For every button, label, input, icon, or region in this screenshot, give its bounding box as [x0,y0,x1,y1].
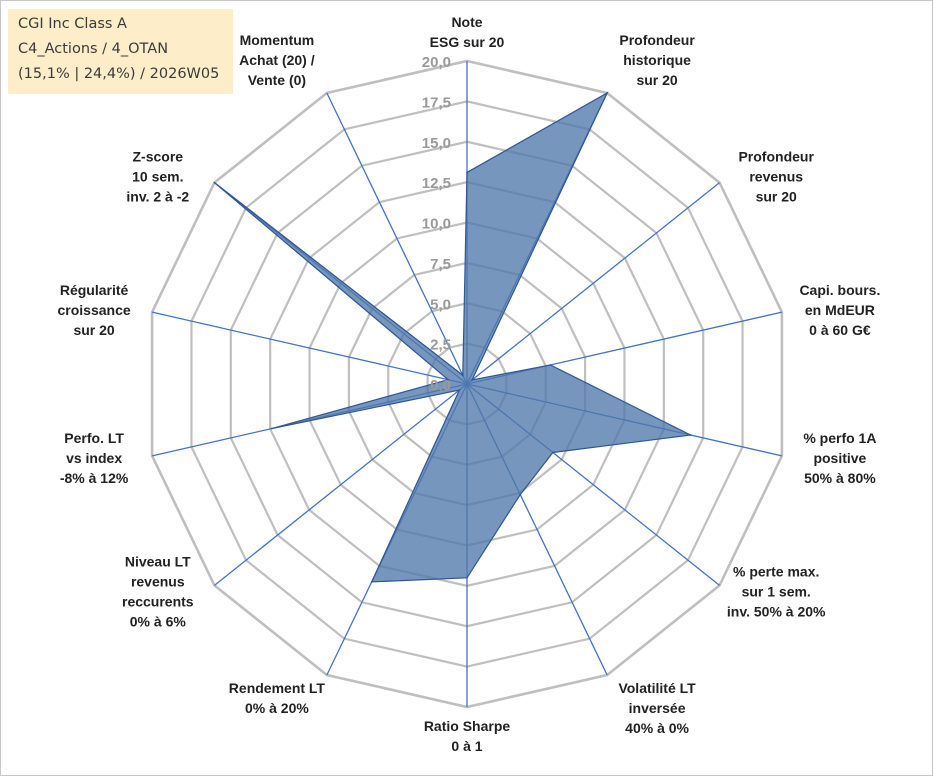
category-label-line: Capi. bours. [799,282,880,298]
category-label-line: % perte max. [733,564,819,580]
category-label: Note ESG sur 20 [430,14,505,50]
data-point [213,181,216,184]
axis-spoke [214,383,468,586]
category-label: Ratio Sharpe 0 à 1 [424,718,511,754]
data-point [466,577,468,579]
data-point [466,171,468,174]
tick-label: 12,5 [422,175,451,192]
category-label: Capi. bours. en MdEUR 0 à 60 G€ [799,282,880,338]
category-label-line: inversée [629,700,686,716]
category-label-line: 10 sem. [132,168,183,184]
category-label-line: Volatilité LT [618,680,696,696]
category-label-line: inv. 50% à 20% [727,604,826,620]
category-label-line: en MdEUR [805,302,875,318]
data-point [552,451,554,454]
tick-label: 0,0 [430,377,451,394]
data-point [447,378,449,381]
category-label: Perfo. LT vs index -8% à 12% [60,430,129,486]
category-label-line: vs index [66,450,122,466]
category-label-line: croissance [58,302,131,318]
category-label: % perte max. sur 1 sem. inv. 50% à 20% [727,564,826,620]
axis-spoke [151,311,468,385]
category-label: Momentum Achat (20) / Vente (0) [239,32,315,88]
chart-subtitle-stats: (15,1% | 24,4%) / 2026W05 [18,66,220,82]
category-label-line: Ratio Sharpe [424,718,511,734]
category-label-line: Profondeur [619,32,695,48]
tick-label: 17,5 [422,94,451,111]
category-label-line: 0 à 1 [451,738,482,754]
data-point [462,374,464,377]
category-label-line: sur 20 [756,188,797,204]
category-label-line: historique [623,52,691,68]
chart-title-box: CGI Inc Class A C4_Actions / 4_OTAN (15,… [8,9,233,94]
category-label-line: Régularité [60,282,129,298]
category-label-line: 0 à 60 G€ [809,322,871,338]
category-label-line: 0% à 20% [245,700,309,716]
category-label: % perfo 1A positive 50% à 80% [803,430,876,486]
category-label-line: % perfo 1A [803,430,876,446]
category-label-line: ESG sur 20 [430,34,505,50]
category-label-line: Rendement LT [229,680,326,696]
tick-label: 2,5 [430,337,451,354]
category-label-line: 40% à 0% [625,720,689,736]
category-label-line: revenus [131,574,185,590]
category-label-line: positive [813,450,866,466]
series-layer [213,91,693,583]
data-point [370,581,373,583]
category-label: Volatilité LT inversée 40% à 0% [618,680,696,736]
chart-subtitle-category: C4_Actions / 4_OTAN [18,41,169,57]
category-label: Régularité croissance sur 20 [58,282,131,338]
data-point [689,434,692,436]
tick-label: 7,5 [430,256,451,273]
category-label: Z-score 10 sem. inv. 2 à -2 [126,148,189,204]
data-point [519,493,522,496]
category-label-line: Vente (0) [248,72,306,88]
category-label: Niveau LT revenus reccurents 0% à 6% [122,554,194,630]
tick-label: 20,0 [422,54,451,71]
category-label-line: reccurents [122,594,194,610]
category-label-line: 0% à 6% [130,614,187,630]
category-label-line: Niveau LT [125,554,191,570]
category-label-line: Note [451,14,482,30]
category-label-line: Z-score [133,148,184,164]
category-label-line: Achat (20) / [239,52,315,68]
category-label-line: inv. 2 à -2 [126,188,189,204]
chart-title: CGI Inc Class A [18,16,127,32]
data-point [606,92,608,94]
data-point [471,379,473,381]
category-label-line: -8% à 12% [60,470,129,486]
tick-labels: 0,0 2,5 5,0 7,5 10,0 12,5 15,0 17,5 20,0 [422,54,451,394]
tick-label: 15,0 [422,135,451,152]
category-label-line: sur 20 [636,72,677,88]
category-label-line: 50% à 80% [804,470,876,486]
data-point [270,427,273,430]
data-point [458,389,461,391]
category-label: Rendement LT 0% à 20% [229,680,326,716]
tick-label: 5,0 [430,296,451,313]
tick-label: 10,0 [422,216,451,233]
category-label-line: sur 1 sem. [742,584,811,600]
data-point [549,364,552,366]
category-label-line: sur 20 [73,322,114,338]
category-label: Profondeur revenus sur 20 [738,148,814,204]
axis-spoke [326,92,468,385]
axis-spoke [466,182,720,385]
category-labels: Note ESG sur 20 Profondeur historique sur 20… [58,14,881,754]
category-label-line: Perfo. LT [64,430,124,446]
category-label: Profondeur historique sur 20 [619,32,695,88]
category-label-line: revenus [749,168,803,184]
category-label-line: Momentum [240,32,315,48]
category-label-line: Profondeur [738,148,814,164]
